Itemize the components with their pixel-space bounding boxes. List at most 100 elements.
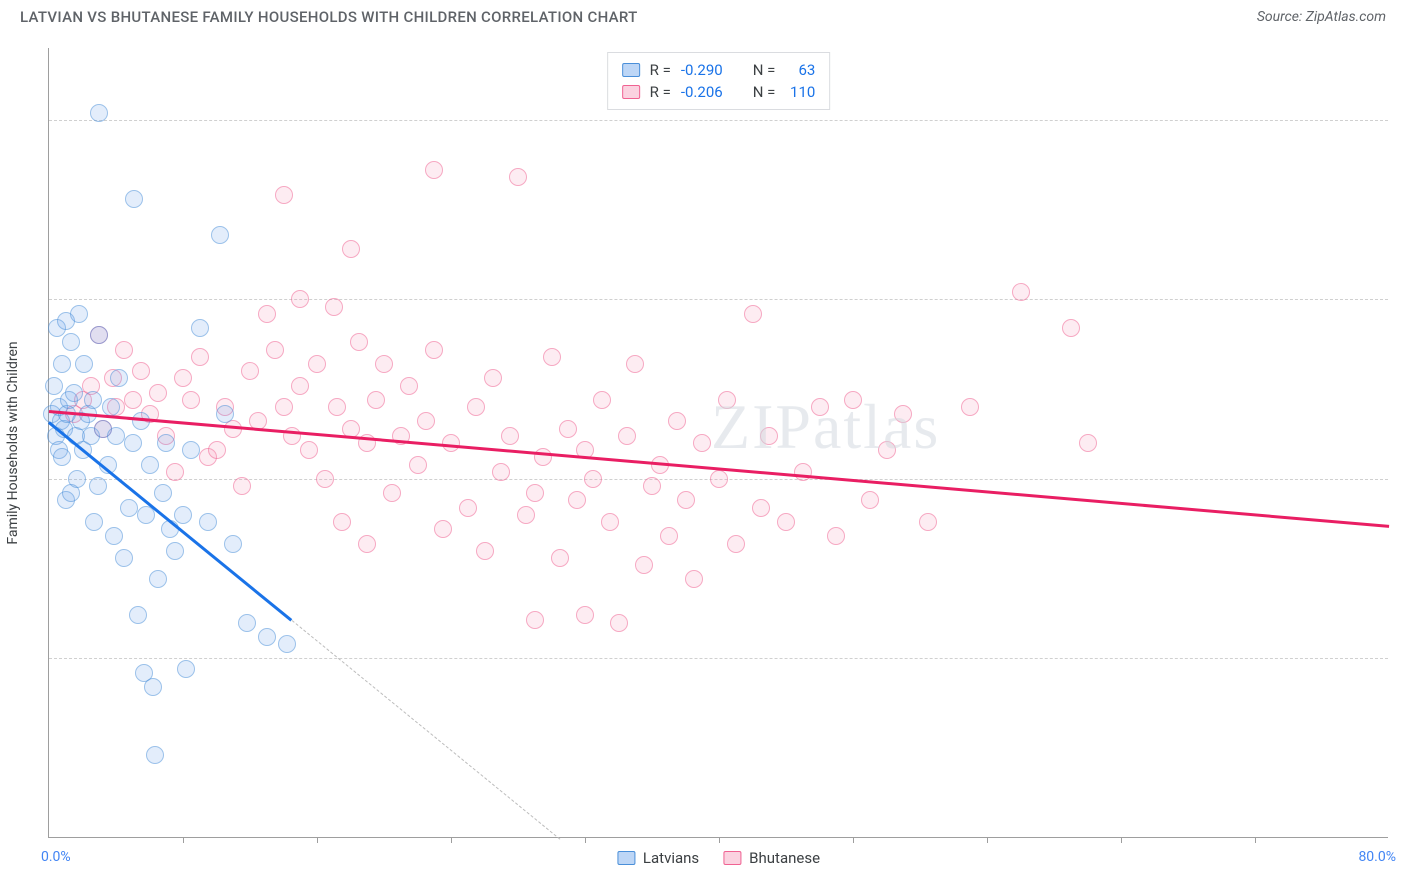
legend-row: R =-0.290N =63	[622, 59, 816, 81]
data-point-bhutanese	[760, 427, 778, 445]
data-point-bhutanese	[191, 348, 209, 366]
x-axis-end-label: 80.0%	[1358, 849, 1396, 865]
data-point-latvians	[90, 104, 108, 122]
data-point-bhutanese	[1079, 434, 1097, 452]
data-point-latvians	[70, 305, 88, 323]
data-point-bhutanese	[358, 535, 376, 553]
data-point-bhutanese	[342, 240, 360, 258]
data-point-bhutanese	[568, 491, 586, 509]
legend-r-label: R =	[650, 83, 671, 101]
data-point-latvians	[62, 333, 80, 351]
data-point-latvians	[105, 527, 123, 545]
y-tick-label: 50.0%	[1394, 112, 1406, 128]
data-point-bhutanese	[744, 305, 762, 323]
legend-label: Latvians	[643, 849, 699, 867]
data-point-bhutanese	[476, 542, 494, 560]
data-point-bhutanese	[484, 369, 502, 387]
data-point-bhutanese	[660, 527, 678, 545]
data-point-bhutanese	[526, 484, 544, 502]
legend-swatch	[617, 851, 635, 865]
data-point-bhutanese	[400, 377, 418, 395]
data-point-latvians	[85, 513, 103, 531]
data-point-bhutanese	[1012, 283, 1030, 301]
data-point-bhutanese	[844, 391, 862, 409]
data-point-latvians	[65, 384, 83, 402]
data-point-bhutanese	[794, 463, 812, 481]
data-point-latvians	[174, 506, 192, 524]
data-point-latvians	[141, 456, 159, 474]
data-point-bhutanese	[894, 405, 912, 423]
gridline	[49, 120, 1388, 121]
x-tick	[1255, 837, 1256, 843]
data-point-bhutanese	[459, 499, 477, 517]
data-point-bhutanese	[233, 477, 251, 495]
legend-item: Bhutanese	[723, 849, 820, 867]
data-point-bhutanese	[584, 470, 602, 488]
x-tick	[853, 837, 854, 843]
data-point-bhutanese	[693, 434, 711, 452]
data-point-bhutanese	[517, 506, 535, 524]
data-point-bhutanese	[333, 513, 351, 531]
data-point-latvians	[120, 499, 138, 517]
data-point-latvians	[216, 405, 234, 423]
legend-swatch	[622, 85, 640, 99]
data-point-latvians	[125, 190, 143, 208]
data-point-latvians	[68, 470, 86, 488]
gridline	[49, 658, 1388, 659]
data-point-bhutanese	[467, 398, 485, 416]
data-point-latvians	[45, 377, 63, 395]
data-point-bhutanese	[328, 398, 346, 416]
data-point-bhutanese	[811, 398, 829, 416]
x-tick	[183, 837, 184, 843]
data-point-bhutanese	[132, 362, 150, 380]
data-point-bhutanese	[878, 441, 896, 459]
data-point-bhutanese	[777, 513, 795, 531]
data-point-bhutanese	[501, 427, 519, 445]
data-point-bhutanese	[635, 556, 653, 574]
data-point-latvians	[102, 398, 120, 416]
chart-title: LATVIAN VS BHUTANESE FAMILY HOUSEHOLDS W…	[20, 8, 638, 26]
data-point-bhutanese	[551, 549, 569, 567]
data-point-latvians	[177, 660, 195, 678]
data-point-bhutanese	[258, 305, 276, 323]
data-point-bhutanese	[718, 391, 736, 409]
data-point-latvians	[146, 746, 164, 764]
data-point-latvians	[129, 606, 147, 624]
x-tick	[317, 837, 318, 843]
data-point-bhutanese	[593, 391, 611, 409]
data-point-latvians	[75, 355, 93, 373]
data-point-bhutanese	[275, 398, 293, 416]
data-point-bhutanese	[626, 355, 644, 373]
data-point-latvians	[166, 542, 184, 560]
trend-line	[49, 410, 1389, 527]
legend-label: Bhutanese	[749, 849, 820, 867]
data-point-bhutanese	[383, 484, 401, 502]
x-tick	[585, 837, 586, 843]
data-point-latvians	[144, 678, 162, 696]
data-point-bhutanese	[308, 355, 326, 373]
data-point-latvians	[107, 427, 125, 445]
data-point-bhutanese	[166, 463, 184, 481]
data-point-bhutanese	[685, 570, 703, 588]
x-axis-start-label: 0.0%	[41, 849, 71, 865]
x-tick	[451, 837, 452, 843]
chart-source: Source: ZipAtlas.com	[1257, 9, 1386, 25]
gridline	[49, 299, 1388, 300]
data-point-bhutanese	[417, 412, 435, 430]
data-point-bhutanese	[291, 377, 309, 395]
data-point-bhutanese	[409, 456, 427, 474]
y-tick-label: 37.5%	[1394, 291, 1406, 307]
legend-row: R =-0.206N =110	[622, 81, 816, 103]
data-point-bhutanese	[559, 420, 577, 438]
data-point-bhutanese	[827, 527, 845, 545]
data-point-latvians	[157, 434, 175, 452]
data-point-latvians	[110, 369, 128, 387]
data-point-latvians	[149, 570, 167, 588]
data-point-bhutanese	[174, 369, 192, 387]
data-point-bhutanese	[576, 606, 594, 624]
legend-n-label: N =	[753, 61, 776, 79]
data-point-bhutanese	[618, 427, 636, 445]
data-point-bhutanese	[266, 341, 284, 359]
legend-n-value: 110	[785, 83, 815, 101]
data-point-latvians	[89, 477, 107, 495]
